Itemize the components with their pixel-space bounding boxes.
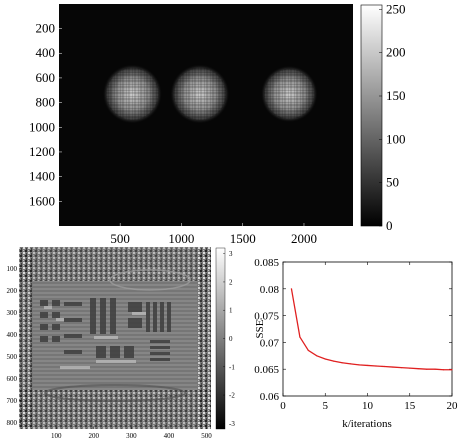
y-tick-label: 100 bbox=[7, 265, 18, 273]
y-tick-label: 400 bbox=[36, 45, 56, 60]
sse-x-axis-ticks: 0 5 10 15 20 bbox=[280, 262, 458, 412]
colorbar-tick-label: 100 bbox=[386, 131, 406, 146]
y-tick-label: 200 bbox=[36, 21, 56, 36]
sse-data-point bbox=[307, 349, 309, 352]
sse-data-point bbox=[316, 355, 318, 357]
y-tick-label: 600 bbox=[36, 70, 56, 85]
colorbar-tick-label: 3 bbox=[229, 250, 233, 258]
y-tick-label: 0.085 bbox=[254, 257, 279, 269]
x-tick-label: 20 bbox=[447, 400, 459, 412]
colorbar-tick-label: 0 bbox=[229, 335, 233, 343]
x-tick-label: 500 bbox=[110, 231, 130, 246]
x-tick-label: 1500 bbox=[230, 231, 256, 246]
sse-data-point bbox=[324, 358, 326, 360]
intensity-colorbar bbox=[360, 4, 383, 227]
y-tick-label: 1200 bbox=[29, 144, 55, 159]
colorbar-tick-label: 50 bbox=[386, 175, 399, 190]
sse-data-point bbox=[383, 365, 385, 368]
sse-data-point bbox=[350, 363, 352, 365]
colorbar-tick-label: 2 bbox=[229, 278, 233, 286]
sse-line-chart: 0.06 0.065 0.07 0.075 0.08 0.085 0 5 10 15 20 SSE… bbox=[254, 257, 458, 430]
sse-data-point bbox=[333, 360, 335, 362]
sse-data-point bbox=[290, 288, 293, 290]
sse-y-axis-ticks: 0.06 0.065 0.07 0.075 0.08 0.085 bbox=[254, 257, 452, 403]
sse-data-point bbox=[341, 362, 343, 364]
sse-data-point bbox=[417, 368, 419, 370]
sse-data-point bbox=[400, 366, 402, 369]
sse-x-axis-label: k/iterations bbox=[342, 418, 392, 430]
phase-image-detail bbox=[19, 247, 211, 429]
x-tick-label: 10 bbox=[362, 400, 374, 412]
y-tick-label: 800 bbox=[7, 419, 18, 427]
y-tick-label: 700 bbox=[7, 397, 18, 405]
intensity-colorbar-ticks: 0 50 100 150 200 250 bbox=[379, 1, 406, 233]
colorbar-tick-label: 150 bbox=[386, 88, 406, 103]
y-tick-label: 1400 bbox=[29, 169, 55, 184]
sse-plot-area bbox=[282, 261, 453, 397]
y-tick-label: 0.06 bbox=[260, 391, 280, 403]
y-tick-label: 1000 bbox=[29, 119, 55, 134]
sse-data-point bbox=[366, 364, 369, 367]
sse-data-point bbox=[392, 366, 394, 368]
sse-y-axis-label: SSE bbox=[254, 319, 266, 338]
x-tick-label: 15 bbox=[404, 400, 416, 412]
colorbar-tick-label: 1 bbox=[229, 307, 233, 315]
sse-data-point bbox=[442, 369, 445, 371]
intensity-x-axis-ticks: 500 1000 1500 2000 bbox=[110, 223, 317, 246]
y-tick-label: 0.075 bbox=[254, 311, 279, 323]
y-tick-label: 0.07 bbox=[260, 337, 280, 349]
x-tick-label: 100 bbox=[51, 432, 62, 440]
colorbar-tick-label: 250 bbox=[386, 1, 406, 16]
colorbar-tick-label: -1 bbox=[229, 363, 235, 371]
blob-2 bbox=[170, 64, 230, 124]
y-tick-label: 200 bbox=[7, 287, 18, 295]
blob-1 bbox=[102, 64, 162, 124]
sse-data-point bbox=[451, 369, 453, 371]
colorbar-tick-label: 200 bbox=[386, 45, 406, 60]
sse-series-layer bbox=[290, 288, 453, 371]
sse-data-point bbox=[409, 367, 411, 369]
sse-data-point bbox=[434, 368, 436, 370]
intensity-y-axis-ticks: 200 400 600 800 1000 1200 1400 1600 bbox=[29, 21, 62, 208]
colorbar-tick-label: -3 bbox=[229, 420, 235, 428]
phase-colorbar-ticks: 3 2 1 0 -1 -2 -3 bbox=[223, 250, 235, 428]
y-tick-label: 0.065 bbox=[254, 364, 279, 376]
phase-image-panel: 100 200 300 400 500 600 700 800 100 200 300 400 500… bbox=[7, 247, 235, 440]
blob-3 bbox=[261, 65, 318, 123]
y-tick-label: 0.08 bbox=[260, 284, 280, 296]
x-tick-label: 5 bbox=[323, 400, 329, 412]
x-tick-label: 200 bbox=[89, 432, 100, 440]
y-tick-label: 1600 bbox=[29, 193, 55, 208]
y-tick-label: 800 bbox=[36, 95, 56, 110]
phase-y-axis-ticks: 100 200 300 400 500 600 700 800 bbox=[7, 265, 21, 427]
y-tick-label: 400 bbox=[7, 331, 18, 339]
y-tick-label: 600 bbox=[7, 375, 18, 383]
blob-layer bbox=[102, 64, 318, 124]
colorbar-tick-label: -2 bbox=[229, 392, 235, 400]
y-tick-label: 500 bbox=[7, 353, 18, 361]
x-tick-label: 1000 bbox=[168, 231, 194, 246]
y-tick-label: 300 bbox=[7, 309, 18, 317]
sse-data-point bbox=[375, 365, 377, 367]
sse-data-point bbox=[426, 368, 428, 370]
sse-data-point bbox=[358, 364, 360, 366]
x-tick-label: 300 bbox=[126, 432, 137, 440]
x-tick-label: 400 bbox=[164, 432, 175, 440]
x-tick-label: 2000 bbox=[291, 231, 317, 246]
x-tick-label: 500 bbox=[201, 432, 212, 440]
phase-x-axis-ticks: 100 200 300 400 500 bbox=[51, 427, 212, 440]
x-tick-label: 0 bbox=[280, 400, 286, 412]
sse-series-line bbox=[290, 288, 452, 371]
sse-data-point bbox=[299, 336, 301, 338]
colorbar-tick-label: 0 bbox=[386, 218, 393, 233]
